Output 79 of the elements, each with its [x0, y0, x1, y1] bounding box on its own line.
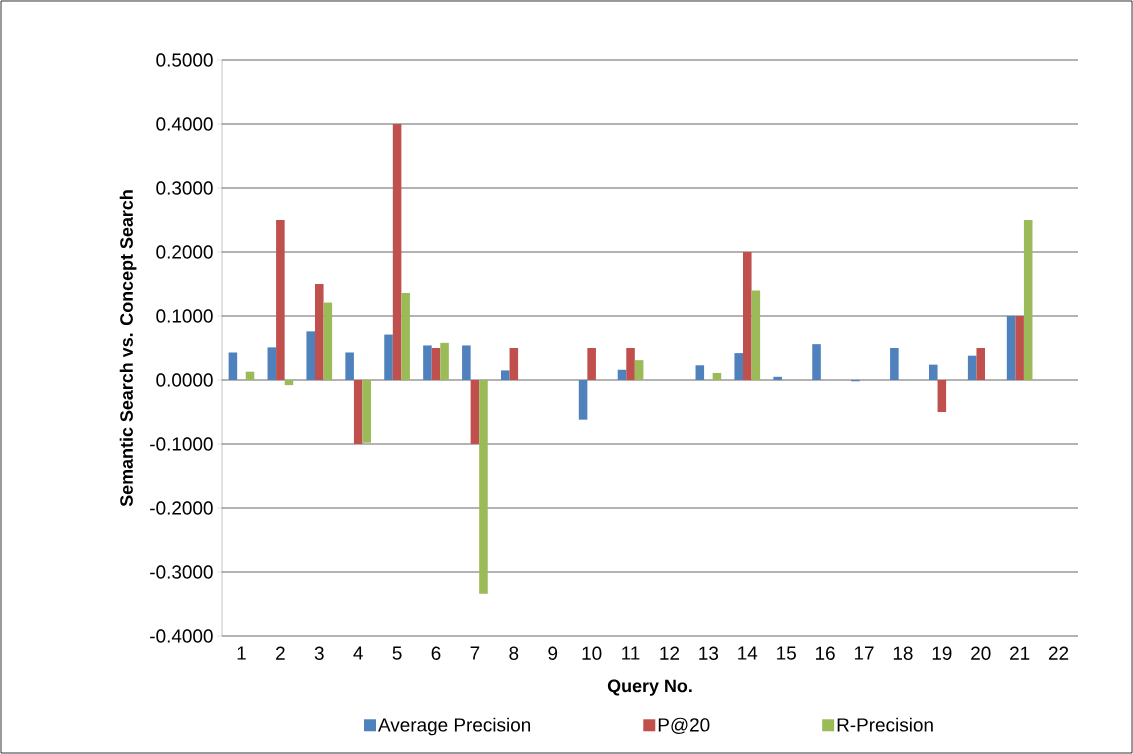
bar [890, 348, 899, 380]
y-tick-label: -0.4000 [150, 629, 213, 643]
bar [812, 344, 821, 380]
bar [284, 380, 294, 386]
legend-label: P@20 [658, 717, 710, 734]
bar [743, 252, 752, 380]
x-tick-label: 9 [548, 646, 558, 660]
bar [751, 290, 761, 380]
bar [617, 369, 627, 380]
y-tick-label: -0.2000 [150, 501, 213, 515]
x-tick-label: 16 [816, 646, 835, 660]
y-tick-label: 0.2000 [156, 245, 213, 259]
x-tick-label: 4 [353, 646, 363, 660]
bar [315, 284, 324, 380]
bar [967, 355, 977, 380]
bar [976, 348, 986, 380]
x-tick-label: 1 [237, 646, 246, 660]
x-tick-label: 10 [582, 646, 602, 660]
bar [462, 345, 471, 380]
y-tick-label: 0.4000 [156, 117, 213, 131]
bar [578, 380, 588, 420]
bar [1015, 316, 1024, 380]
bar [267, 347, 277, 380]
x-tick-label: 14 [738, 646, 758, 660]
x-tick-label: 6 [431, 646, 441, 660]
x-tick-label: 21 [1010, 646, 1030, 660]
bar [500, 370, 510, 380]
y-axis-title: Semantic Search vs. Concept Search [119, 190, 137, 507]
y-tick-label: 0.0000 [156, 373, 213, 387]
bar [353, 380, 363, 444]
bar [384, 334, 393, 380]
bar [773, 376, 782, 380]
bar [245, 371, 255, 380]
x-tick-label: 13 [699, 646, 719, 660]
x-tick-label: 7 [470, 646, 480, 660]
bar [695, 365, 705, 380]
y-tick-label: 0.5000 [156, 53, 213, 67]
y-tick-label: -0.3000 [150, 565, 213, 579]
bar [479, 380, 488, 594]
x-tick-label: 2 [276, 646, 285, 660]
bar [470, 380, 480, 444]
bar [276, 220, 285, 380]
x-tick-label: 18 [893, 646, 913, 660]
x-tick-label: 22 [1048, 646, 1069, 660]
legend-label: Average Precision [378, 717, 531, 736]
x-tick-label: 15 [777, 646, 796, 660]
bar [401, 292, 410, 380]
bar [1023, 220, 1033, 380]
bar [323, 302, 333, 380]
y-tick-label: -0.1000 [150, 437, 213, 451]
bar [937, 380, 947, 412]
legend-label: R-Precision [837, 717, 933, 732]
bar [626, 348, 635, 380]
bar [440, 342, 449, 380]
x-axis-title: Query No. [607, 679, 692, 696]
bar [431, 348, 441, 380]
bar [1006, 316, 1016, 380]
bar [345, 352, 354, 380]
y-tick-label: 0.3000 [156, 181, 213, 195]
bar [306, 331, 315, 380]
x-tick-label: 11 [622, 646, 640, 660]
bar [634, 360, 644, 380]
x-tick-label: 5 [392, 646, 402, 660]
bar [712, 372, 722, 380]
y-tick-label: 0.1000 [156, 309, 213, 323]
bar [362, 380, 372, 443]
x-tick-label: 20 [971, 646, 991, 660]
bar [423, 345, 432, 380]
bar [392, 124, 402, 380]
x-tick-label: 8 [509, 646, 519, 660]
x-tick-label: 12 [660, 646, 680, 660]
x-tick-label: 19 [932, 646, 952, 660]
x-tick-label: 17 [854, 646, 874, 660]
bar [928, 364, 938, 380]
bar [228, 352, 238, 380]
x-tick-label: 3 [314, 646, 324, 660]
bar [587, 348, 596, 380]
bar [509, 348, 519, 380]
bar [734, 353, 743, 380]
